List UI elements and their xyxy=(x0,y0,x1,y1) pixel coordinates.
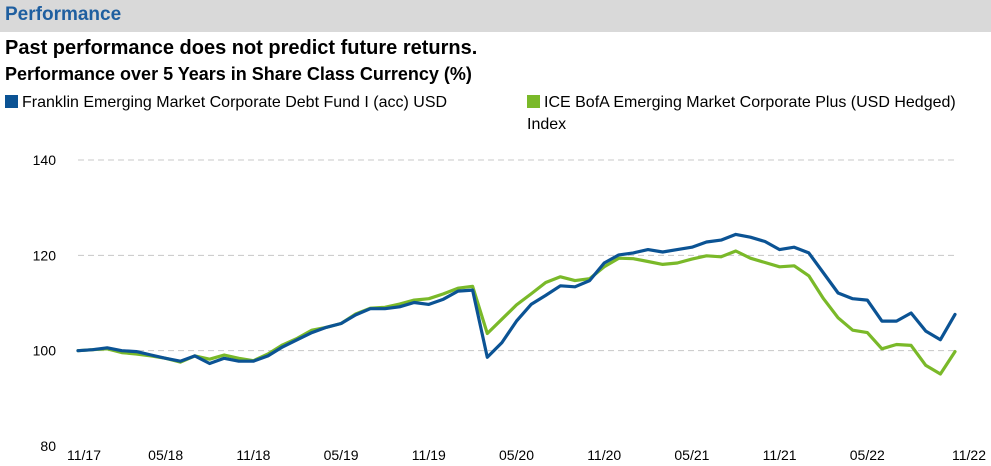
legend-label-fund: Franklin Emerging Market Corporate Debt … xyxy=(22,94,448,111)
section-header-bar xyxy=(0,0,991,32)
legend-item-fund: Franklin Emerging Market Corporate Debt … xyxy=(5,92,495,114)
x-tick-label: 05/18 xyxy=(148,447,183,463)
series-line-fund xyxy=(76,232,957,366)
performance-disclaimer: Past performance does not predict future… xyxy=(5,37,478,59)
legend-item-index: ICE BofA Emerging Market Corporate Plus … xyxy=(527,92,967,136)
legend-swatch-index xyxy=(527,95,540,108)
y-tick-label: 120 xyxy=(33,247,57,263)
y-tick-label: 100 xyxy=(33,343,57,359)
x-tick-label: 11/18 xyxy=(236,447,270,463)
x-tick-label: 11/20 xyxy=(587,447,621,463)
x-tick-label: 11/21 xyxy=(763,447,797,463)
x-tick-label: 11/17 xyxy=(67,447,101,463)
legend-label-index: ICE BofA Emerging Market Corporate Plus … xyxy=(527,94,956,133)
chart-title: Performance over 5 Years in Share Class … xyxy=(5,64,472,84)
y-tick-label: 80 xyxy=(40,438,56,454)
section-title: Performance xyxy=(5,4,122,25)
x-axis-tick-labels: 11/17 05/18 11/18 05/19 11/19 05/20 11/20 05/21… xyxy=(67,447,986,463)
y-tick-label: 140 xyxy=(33,152,57,168)
x-tick-label: 05/21 xyxy=(674,447,709,463)
x-tick-label: 05/22 xyxy=(850,447,885,463)
series-line-index xyxy=(76,249,957,376)
x-tick-label: 05/19 xyxy=(324,447,359,463)
y-axis-tick-labels: 80 100 120 140 xyxy=(33,152,57,454)
legend-swatch-fund xyxy=(5,95,18,108)
x-tick-label: 11/19 xyxy=(412,447,446,463)
x-tick-label: 05/20 xyxy=(499,447,534,463)
x-tick-label: 11/22 xyxy=(952,447,986,463)
series-lines xyxy=(76,232,957,376)
